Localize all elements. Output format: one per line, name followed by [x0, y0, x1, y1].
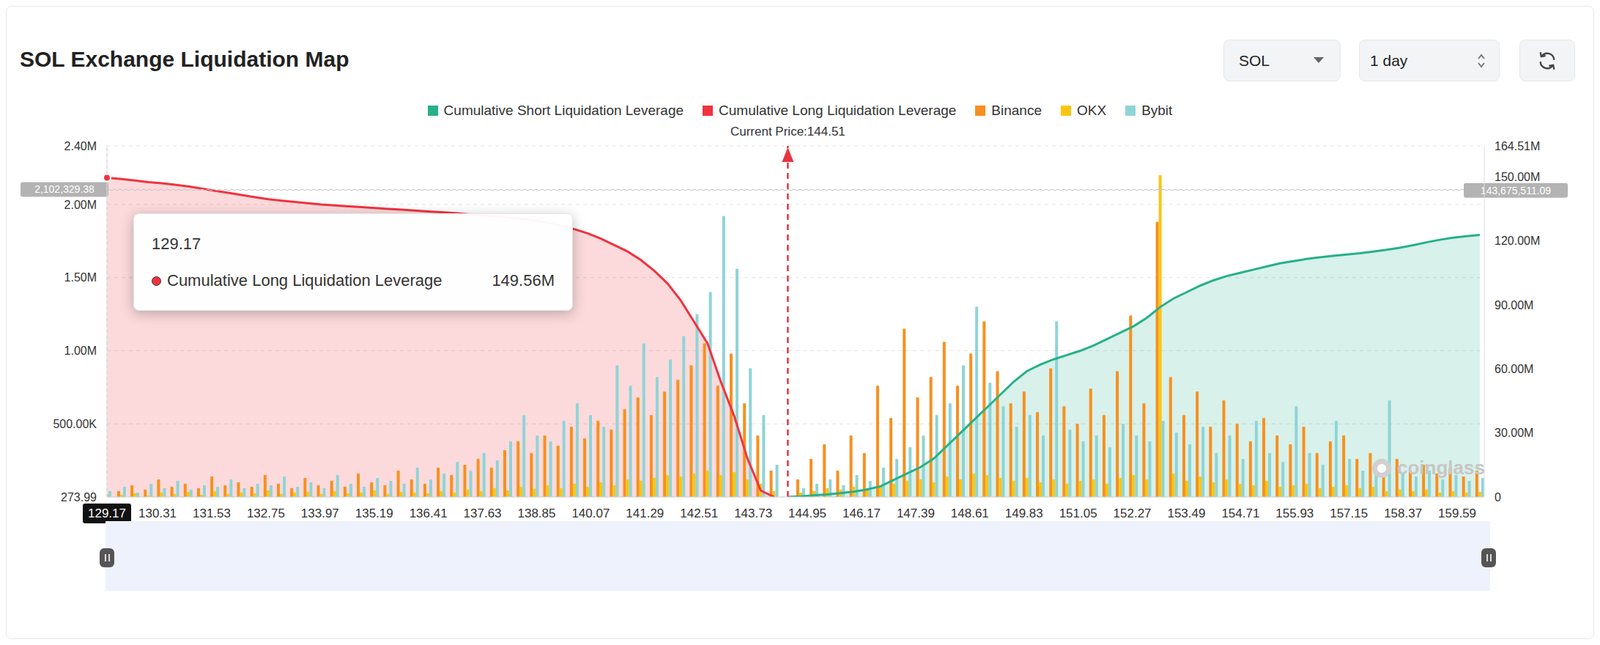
- svg-text:30.00M: 30.00M: [1494, 426, 1534, 439]
- svg-text:143,675,511.09: 143,675,511.09: [1480, 184, 1551, 197]
- svg-text:141.29: 141.29: [625, 506, 664, 521]
- svg-text:1.00M: 1.00M: [64, 344, 97, 357]
- svg-text:131.53: 131.53: [192, 506, 231, 521]
- svg-text:144.95: 144.95: [788, 506, 827, 521]
- svg-text:136.41: 136.41: [409, 506, 448, 521]
- html-text:Cumulative Long Liquidation Le: Cumulative Long Liquidation Leverage: [718, 102, 957, 118]
- html-text:Cumulative Short Liquidation L: Cumulative Short Liquidation Leverage: [443, 102, 684, 118]
- svg-text:143.73: 143.73: [734, 506, 773, 521]
- html-text:OKX: OKX: [1076, 102, 1107, 118]
- svg-text:500.00K: 500.00K: [52, 417, 97, 431]
- svg-text:135.19: 135.19: [355, 506, 394, 521]
- html-text:Binance: Binance: [991, 102, 1042, 118]
- svg-text:150.00M: 150.00M: [1494, 170, 1540, 184]
- svg-text:152.27: 152.27: [1113, 506, 1152, 521]
- svg-text:154.71: 154.71: [1221, 506, 1260, 521]
- svg-text:137.63: 137.63: [463, 506, 502, 521]
- svg-text:155.93: 155.93: [1275, 506, 1314, 521]
- html-text:coinglass: coinglass: [1397, 456, 1485, 479]
- svg-text:153.49: 153.49: [1167, 506, 1206, 521]
- svg-text:140.07: 140.07: [571, 506, 610, 521]
- svg-text:130.31: 130.31: [138, 506, 177, 521]
- svg-text:148.61: 148.61: [950, 506, 990, 521]
- svg-text:164.51M: 164.51M: [1494, 139, 1540, 153]
- svg-text:158.37: 158.37: [1383, 506, 1422, 521]
- svg-text:133.97: 133.97: [301, 506, 340, 521]
- svg-text:142.51: 142.51: [679, 506, 718, 521]
- svg-text:0: 0: [1494, 490, 1502, 504]
- svg-text:120.00M: 120.00M: [1494, 234, 1540, 247]
- svg-text:138.85: 138.85: [517, 506, 556, 521]
- svg-text:147.39: 147.39: [896, 506, 935, 521]
- svg-text:149.83: 149.83: [1005, 506, 1044, 521]
- svg-text:129.17: 129.17: [87, 506, 127, 521]
- svg-text:159.59: 159.59: [1438, 506, 1477, 521]
- html-text:SOL: SOL: [1238, 51, 1270, 69]
- svg-text:157.15: 157.15: [1329, 506, 1368, 521]
- svg-text:146.17: 146.17: [842, 506, 881, 521]
- svg-text:Current Price:144.51: Current Price:144.51: [730, 124, 846, 139]
- html-text:Bybit: Bybit: [1141, 102, 1173, 118]
- html-text:129.17: 129.17: [151, 234, 201, 253]
- svg-text:1.50M: 1.50M: [64, 271, 97, 284]
- svg-text:151.05: 151.05: [1059, 506, 1098, 521]
- html-text:SOL Exchange Liquidation Map: SOL Exchange Liquidation Map: [19, 46, 350, 72]
- svg-text:132.75: 132.75: [246, 506, 285, 521]
- svg-text:2,102,329.38: 2,102,329.38: [34, 183, 95, 195]
- html-text:1 day: 1 day: [1369, 51, 1408, 69]
- svg-text:2.40M: 2.40M: [64, 139, 97, 153]
- svg-text:273.99: 273.99: [60, 490, 97, 504]
- svg-text:90.00M: 90.00M: [1494, 298, 1534, 312]
- svg-text:60.00M: 60.00M: [1494, 362, 1534, 376]
- html-text:149.56M: 149.56M: [491, 271, 555, 290]
- svg-text:2.00M: 2.00M: [64, 198, 97, 211]
- html-text:Cumulative Long Liquidation Le: Cumulative Long Liquidation Leverage: [167, 271, 443, 290]
